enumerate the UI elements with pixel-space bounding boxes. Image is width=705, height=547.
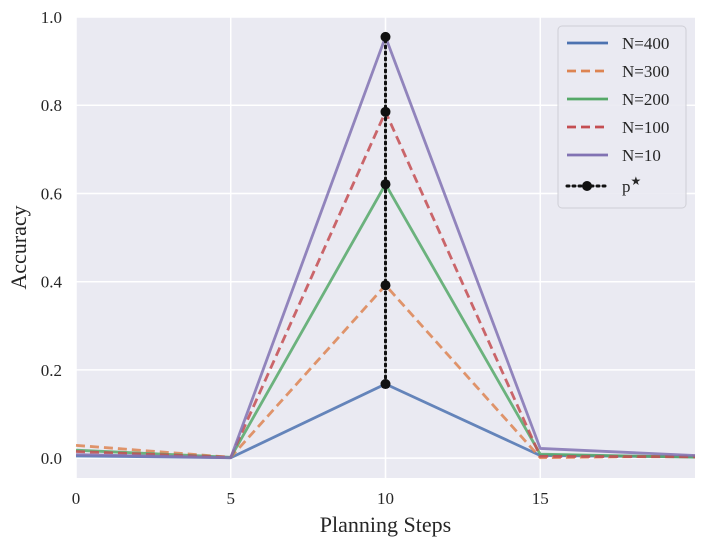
p-star-marker <box>380 280 391 291</box>
y-tick-label: 0.6 <box>41 184 62 203</box>
x-tick-label: 10 <box>377 489 394 508</box>
p-star-marker <box>380 106 391 117</box>
legend-marker-p-star <box>582 181 592 191</box>
legend-label: N=400 <box>622 34 669 53</box>
x-tick-label: 0 <box>72 489 81 508</box>
p-star-marker <box>380 179 391 190</box>
y-ticks: 0.0 0.2 0.4 0.6 0.8 1.0 <box>41 8 63 468</box>
legend-label: N=100 <box>622 118 669 137</box>
legend-label: N=200 <box>622 90 669 109</box>
p-star-marker <box>380 31 391 42</box>
y-tick-label: 0.8 <box>41 96 62 115</box>
x-ticks: 0 5 10 15 <box>72 489 549 508</box>
y-axis-label: Accuracy <box>6 205 31 289</box>
x-tick-label: 15 <box>532 489 549 508</box>
y-tick-label: 0.4 <box>41 273 63 292</box>
legend-label: N=10 <box>622 146 661 165</box>
x-tick-label: 5 <box>227 489 236 508</box>
y-tick-label: 0.2 <box>41 361 62 380</box>
p-star-marker <box>380 379 391 390</box>
p-star-markers <box>380 31 391 390</box>
y-tick-label: 0.0 <box>41 449 62 468</box>
legend-label: N=300 <box>622 62 669 81</box>
x-axis-label: Planning Steps <box>320 512 451 537</box>
y-tick-label: 1.0 <box>41 8 62 27</box>
